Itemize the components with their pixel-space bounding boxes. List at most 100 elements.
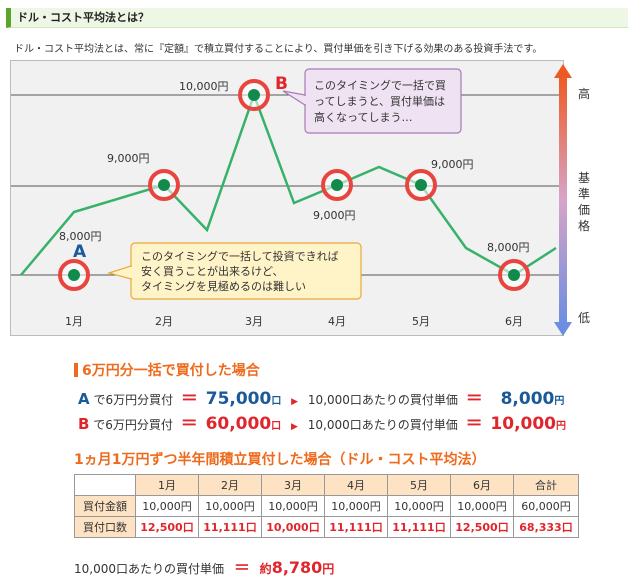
lump-row-B-text2: 10,000口あたりの買付単価 [307,418,458,432]
table-header: 1月 [135,474,199,496]
x-tick-label: 1月 [65,315,83,328]
lump-row-A-key: A [78,390,90,408]
table-header: 2月 [198,474,262,496]
equals-sign: ＝ [465,389,483,409]
table-row: 買付口数 12,500口 11,111口 10,000口 11,111口 11,… [74,516,579,538]
table-header: 3月 [261,474,325,496]
x-tick-label: 6月 [505,315,523,328]
data-point [248,89,260,101]
unit: 円 [554,396,565,407]
table-cell: 10,000円 [135,495,199,517]
triangle-right-icon: ▶ [291,397,299,407]
lump-row-A: A で6万円分買付 ＝ 75,000口 ▶ 10,000口あたりの買付単価 ＝ … [78,384,564,409]
lump-row-B-text: で6万円分買付 [93,418,173,432]
unit: 円 [322,562,335,576]
average-price-number: 8,780 [271,558,323,577]
table-cell: 11,111口 [387,516,451,538]
price-label: 10,000円 [179,80,229,93]
callout-B-line2: ってしまうと、買付単価は [314,94,445,108]
data-point [331,179,343,191]
callout-A-line2: 安く買うことが出来るけど、 [141,264,283,278]
intro-text: ドル・コスト平均法とは、常に『定額』で積立買付することにより、買付単価を引き下げ… [14,44,543,55]
x-tick-label: 4月 [328,315,346,328]
lump-row-B-key: B [78,415,90,433]
table-cell: 10,000円 [261,495,325,517]
lump-row-B: B で6万円分買付 ＝ 60,000口 ▶ 10,000口あたりの買付単価 ＝ … [78,409,566,434]
table-corner [74,474,136,496]
table-header: 合計 [513,474,579,496]
callout-B-line1: このタイミングで一括で買 [314,78,446,92]
dca-title: 1ヵ月1万円ずつ半年間積立買付した場合（ドル・コスト平均法） [74,452,486,468]
lump-row-B-amount: 60,000 [205,414,272,434]
average-price: 10,000口あたりの買付単価 ＝ 約8,780円 [74,554,334,578]
callout-A-line3: タイミングを見極めるのは難しい [141,279,306,293]
lump-row-A-text2: 10,000口あたりの買付単価 [307,393,458,407]
row-header-units: 買付口数 [74,516,136,538]
dca-table: 1月 2月 3月 4月 5月 6月 合計 買付金額 10,000円 10,000… [74,474,579,538]
approx-prefix: 約 [259,562,272,576]
price-label: 8,000円 [59,230,102,243]
scale-high-label: 高 [578,86,590,101]
marker-B-label: B [275,74,288,94]
data-point [68,269,80,281]
average-price-label: 10,000口あたりの買付単価 [74,562,224,576]
lump-sum-title: 6万円分一括で買付した場合 [74,360,260,380]
equals-sign: ＝ [465,414,483,434]
x-tick-label: 5月 [412,315,430,328]
table-row: 買付金額 10,000円 10,000円 10,000円 10,000円 10,… [74,495,579,517]
x-tick-label: 3月 [245,315,263,328]
unit: 円 [556,421,567,432]
price-chart: このタイミングで一括で買 ってしまうと、買付単価は 高くなってしまう… このタイ… [10,60,564,336]
data-point [508,269,520,281]
table-cell: 10,000円 [450,495,514,517]
price-label: 9,000円 [431,158,474,171]
lump-sum-title-text: 6万円分一括で買付した場合 [82,363,260,379]
table-cell-total: 68,333口 [513,516,579,538]
callout-A: このタイミングで一括して投資できれば 安く買うことが出来るけど、 タイミングを見… [106,242,362,300]
price-scale-arrow: 高 基 準 価 格 低 [554,64,590,336]
callout-B-line3: 高くなってしまう… [314,110,412,124]
scale-mid-4: 格 [578,218,590,233]
marker-A-label: A [73,242,87,262]
equals-sign: ＝ [180,414,198,434]
table-header: 5月 [387,474,451,496]
lump-row-A-text: で6万円分買付 [93,393,174,407]
table-header: 6月 [450,474,514,496]
table-cell: 11,111口 [198,516,262,538]
data-point [158,179,170,191]
scale-mid-3: 価 [578,203,590,217]
table-header-row: 1月 2月 3月 4月 5月 6月 合計 [74,474,579,496]
table-cell: 12,500口 [135,516,199,538]
average-price-value: 約8,780円 [259,558,335,577]
table-header: 4月 [324,474,388,496]
table-cell: 12,500口 [450,516,514,538]
lump-row-A-price: 8,000 [500,389,555,409]
unit: 口 [271,421,282,432]
table-cell-total: 60,000円 [513,495,579,517]
section-bar [74,363,78,377]
price-label: 9,000円 [313,209,356,222]
equals-sign: ＝ [233,558,250,577]
price-line-chart: このタイミングで一括で買 ってしまうと、買付単価は 高くなってしまう… このタイ… [11,68,563,328]
lump-row-A-amount: 75,000 [205,389,272,409]
section-header: ドル・コスト平均法とは？ [6,8,628,28]
scale-mid-1: 基 [578,171,590,185]
table-cell: 10,000円 [324,495,388,517]
callout-B: このタイミングで一括で買 ってしまうと、買付単価は 高くなってしまう… [282,68,462,134]
lump-row-B-price: 10,000 [490,414,557,434]
scale-low-label: 低 [578,311,590,325]
row-header-amount: 買付金額 [74,495,136,517]
table-cell: 10,000口 [261,516,325,538]
x-tick-label: 2月 [155,315,173,328]
unit: 口 [271,396,282,407]
equals-sign: ＝ [180,389,198,409]
triangle-right-icon: ▶ [291,422,298,432]
scale-mid-2: 準 [578,186,590,201]
price-label: 8,000円 [487,241,530,254]
data-point [415,179,427,191]
callout-A-line1: このタイミングで一括して投資できれば [141,249,339,263]
table-cell: 11,111口 [324,516,388,538]
table-cell: 10,000円 [198,495,262,517]
table-cell: 10,000円 [387,495,451,517]
price-label: 9,000円 [107,152,150,165]
